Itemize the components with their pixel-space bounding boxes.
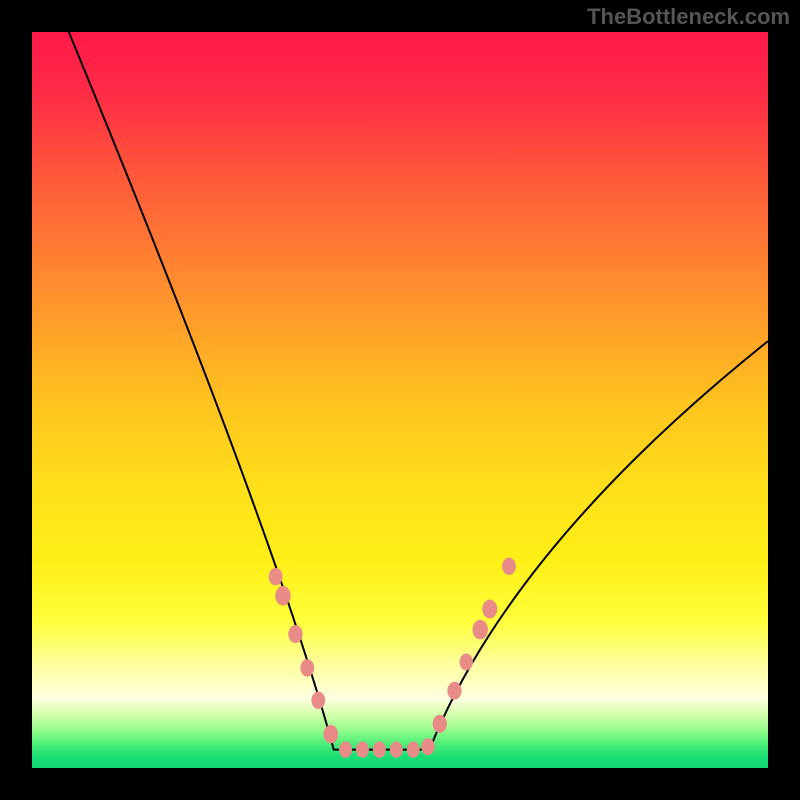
curve-marker (473, 620, 487, 638)
curve-marker (373, 742, 385, 757)
curve-marker (448, 682, 461, 699)
curve-marker (503, 558, 516, 574)
bottleneck-chart (0, 0, 800, 800)
curve-marker (312, 692, 325, 708)
curve-marker (407, 742, 419, 757)
curve-marker (324, 725, 338, 742)
curve-marker (433, 715, 446, 732)
curve-marker (289, 626, 302, 643)
plot-background (32, 32, 768, 768)
curve-marker (390, 742, 402, 757)
chart-stage: TheBottleneck.com (0, 0, 800, 800)
curve-marker (276, 587, 290, 605)
curve-marker (269, 568, 282, 584)
curve-marker (340, 742, 352, 757)
curve-marker (483, 600, 497, 618)
curve-marker (301, 660, 314, 676)
curve-marker (356, 742, 368, 757)
curve-marker (460, 654, 472, 670)
curve-marker (422, 739, 434, 755)
